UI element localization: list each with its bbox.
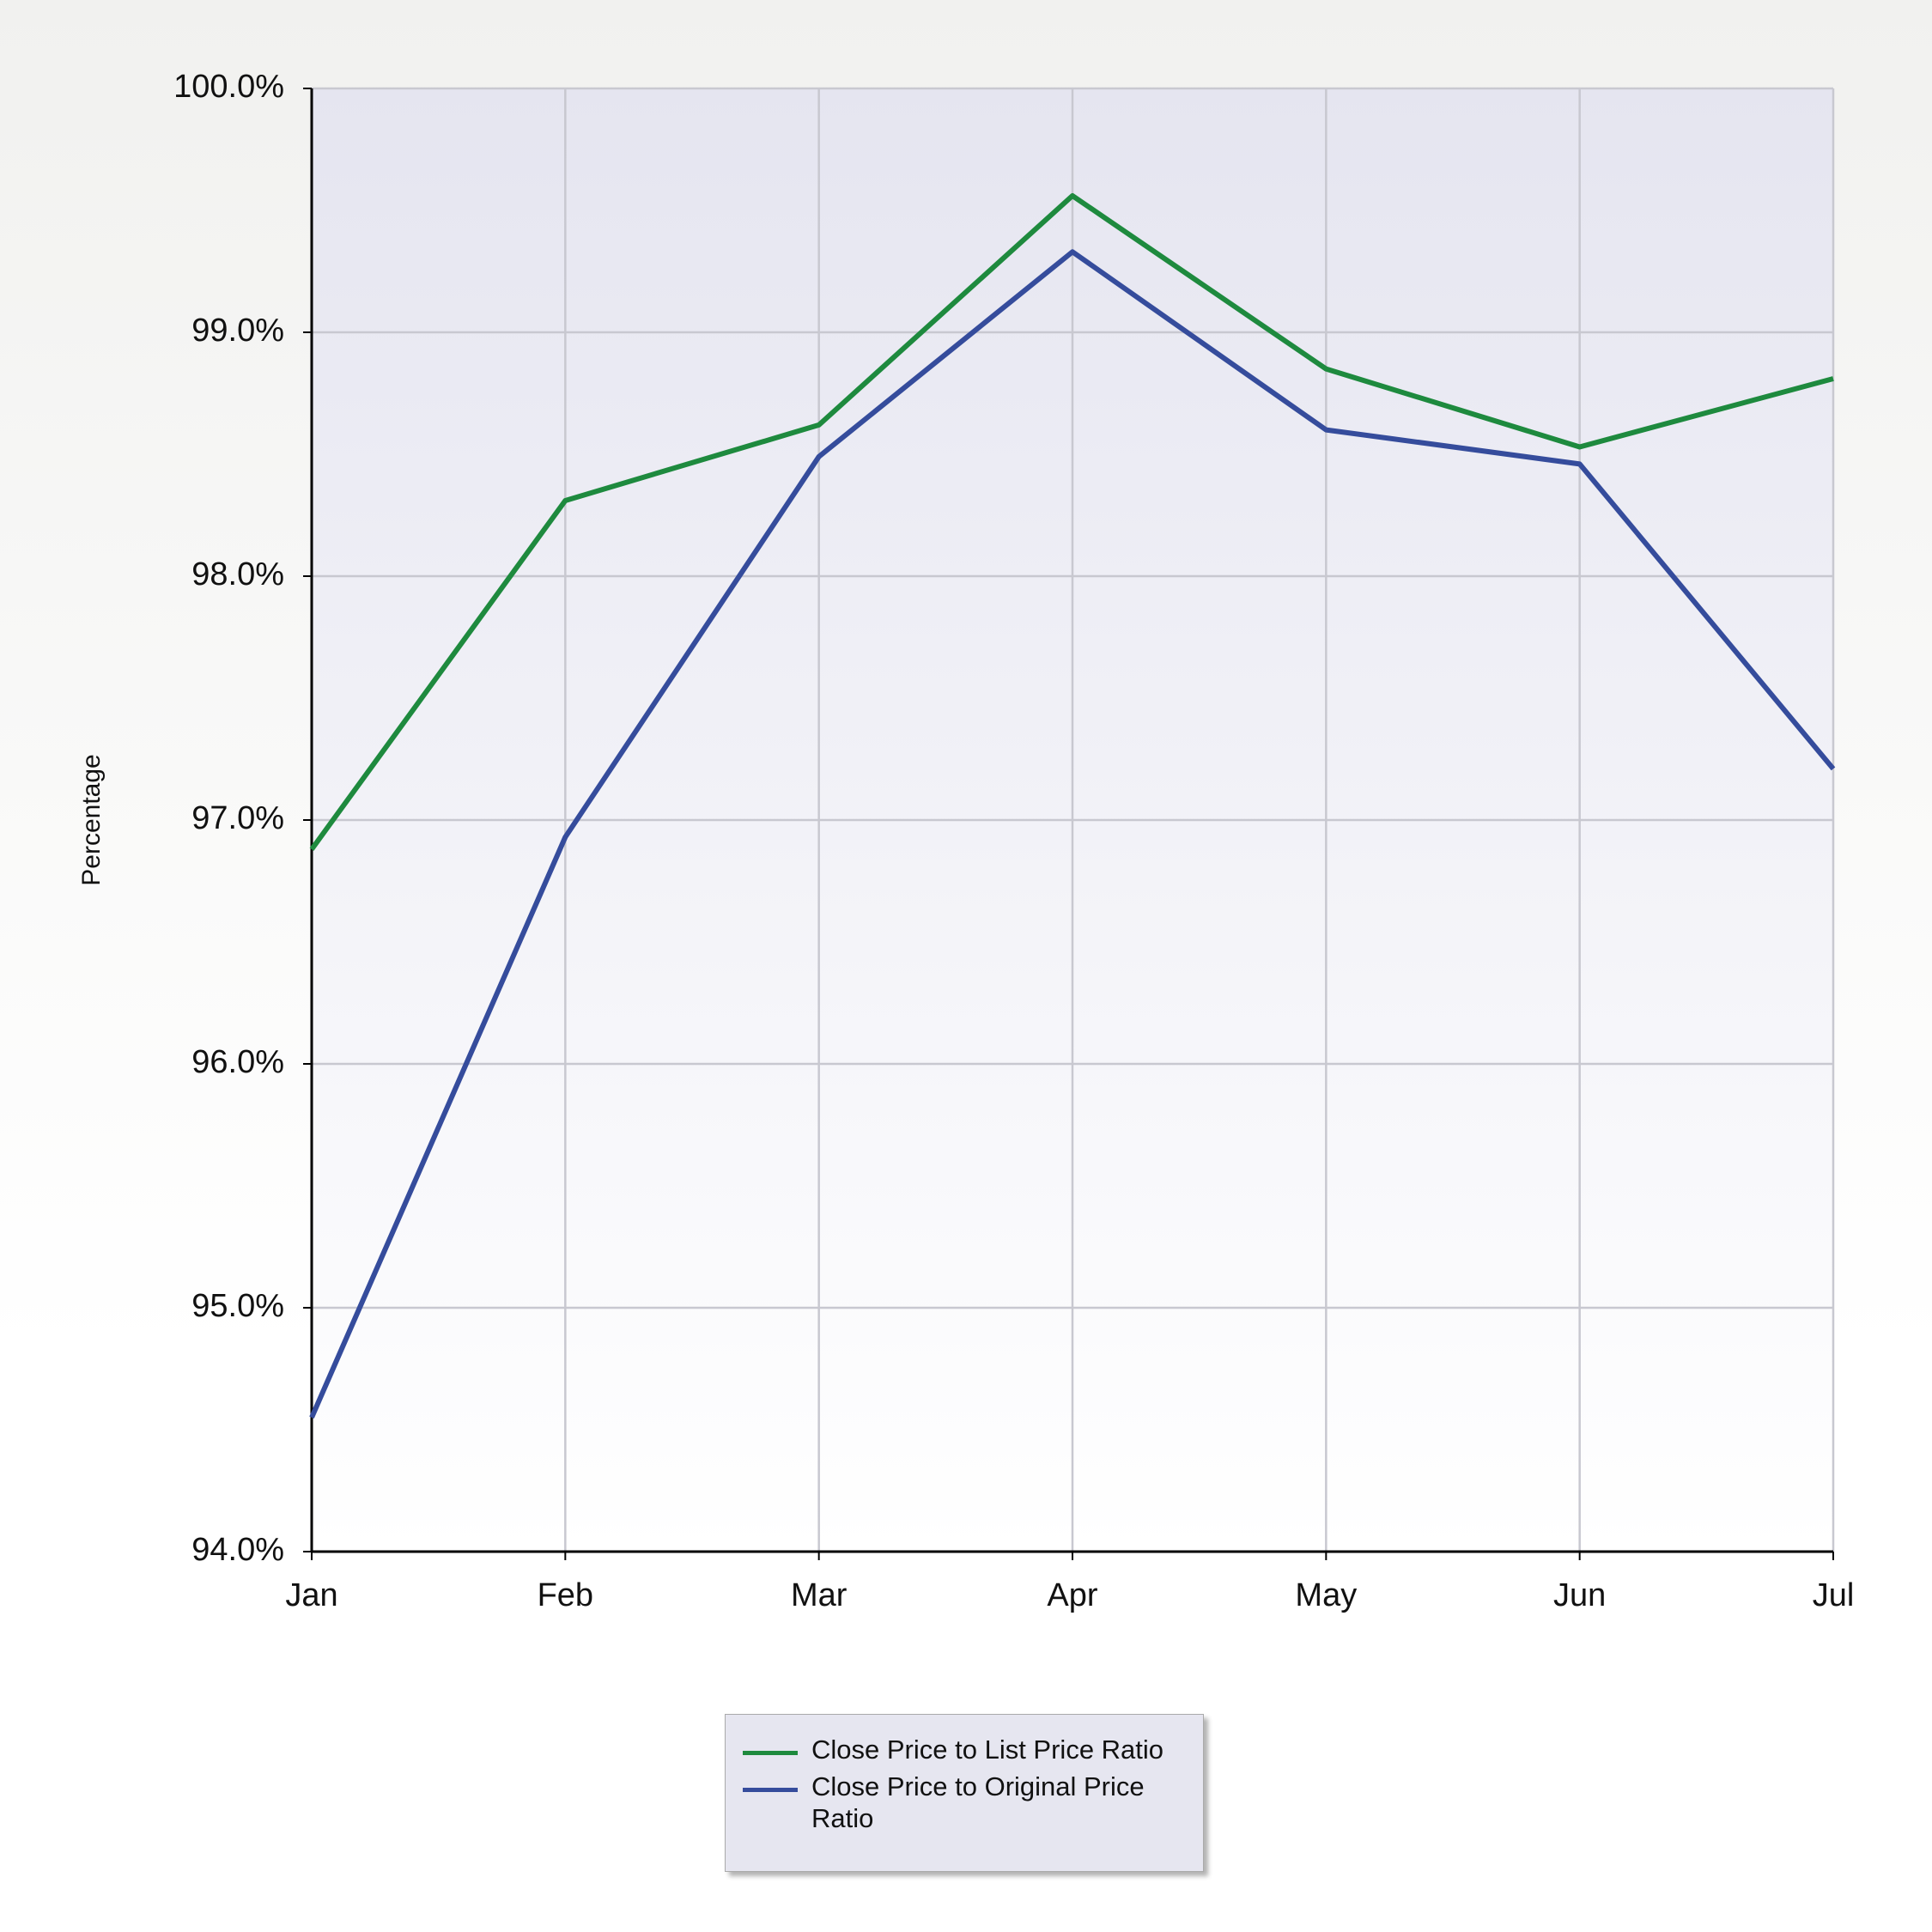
legend-item: Close Price to List Price Ratio (743, 1734, 1186, 1765)
legend-item: Close Price to Original Price Ratio (743, 1771, 1186, 1834)
legend-swatch (743, 1751, 798, 1755)
y-tick-label: 97.0% (191, 800, 284, 836)
legend-swatch (743, 1788, 798, 1792)
legend-label: Close Price to Original Price Ratio (811, 1771, 1145, 1833)
x-tick-label: Apr (1047, 1577, 1097, 1613)
x-tick-label: Jan (285, 1577, 337, 1613)
legend: Close Price to List Price Ratio Close Pri… (725, 1714, 1204, 1872)
x-tick-label: Jun (1553, 1577, 1606, 1613)
y-tick-label: 94.0% (191, 1532, 284, 1568)
y-axis-label: Percentage (77, 754, 106, 885)
series-line (309, 192, 1834, 851)
y-tick-label: 100.0% (173, 69, 284, 105)
x-tick-label: May (1295, 1577, 1357, 1613)
x-tick-label: Jul (1813, 1577, 1855, 1613)
y-tick-label: 99.0% (191, 313, 284, 349)
x-tick-label: Mar (791, 1577, 848, 1613)
legend-label: Close Price to List Price Ratio (811, 1735, 1164, 1765)
y-tick-label: 96.0% (191, 1044, 284, 1080)
y-tick-label: 95.0% (191, 1288, 284, 1324)
x-tick-label: Feb (538, 1577, 593, 1613)
y-tick-label: 98.0% (191, 556, 284, 592)
series-line (309, 249, 1836, 1419)
